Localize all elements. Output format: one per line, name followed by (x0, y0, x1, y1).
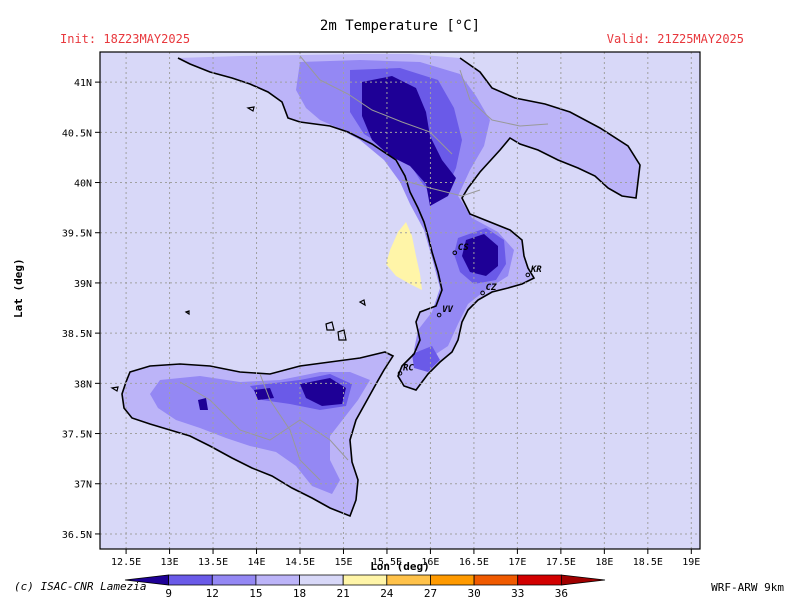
y-tick-label: 40.5N (62, 128, 92, 139)
land-italy-mainland (178, 54, 640, 390)
regional-border-4 (179, 381, 349, 461)
colorbar-segment (473, 574, 519, 586)
colorbar-segment (560, 574, 606, 586)
colorbar-label: 21 (337, 587, 350, 600)
city-marker-cz (480, 290, 485, 296)
y-tick-label: 36.5N (62, 530, 92, 541)
colorbar-segment (517, 574, 562, 586)
temp-darkest-sicily-far-west (198, 398, 208, 410)
y-tick-label: 38N (74, 379, 92, 390)
temp-darkest-pollino (362, 76, 456, 206)
plot-title: 2m Temperature [°C] (319, 18, 481, 34)
init-time: Init: 18Z23MAY2025 (60, 32, 191, 46)
colorbar-label: 27 (424, 587, 437, 600)
colorbar-label: 9 (165, 587, 172, 600)
city-label-cz: CZ (486, 283, 497, 293)
colorbar-segment (430, 574, 475, 586)
y-tick-label: 37.5N (62, 430, 92, 441)
x-tick-label: 15E (334, 557, 352, 568)
axis-ticks: 12.5E 13E 13.5E 14E 14.5E 15E 15.5E 16E 16.5E 17E… (62, 78, 700, 568)
colorbar-segment (211, 574, 257, 586)
island-salina (337, 329, 347, 341)
x-tick-label: 18.5E (633, 557, 663, 568)
city-marker-cs (452, 250, 458, 256)
coastline-sicily (121, 351, 395, 518)
colorbar-label: 15 (249, 587, 262, 600)
y-tick-label: 39N (74, 279, 92, 290)
city-marker-kr (525, 272, 531, 278)
colorbar-segment (255, 574, 300, 586)
x-tick-label: 13.5E (198, 557, 228, 568)
x-tick-label: 18E (595, 557, 613, 568)
city-label-vv: VV (442, 305, 453, 315)
colorbar: 9 12 15 18 21 24 27 30 33 36 (124, 574, 606, 600)
colorbar-label: 18 (293, 587, 306, 600)
y-tick-label: 37N (74, 480, 92, 491)
colorbar-segment (386, 574, 431, 586)
regional-border-5 (259, 373, 321, 481)
colorbar-segment (168, 574, 213, 586)
temp-warm-patch-tyrrhenian (386, 222, 422, 290)
temp-core-aspromonte (412, 346, 440, 372)
colorbar-segment (299, 574, 344, 586)
colorbar-label: 30 (467, 587, 480, 600)
x-tick-label: 17E (508, 557, 526, 568)
island-lipari (325, 321, 335, 331)
island-stromboli (358, 299, 366, 307)
city-marker-vv (436, 312, 442, 318)
x-tick-label: 16E (421, 557, 439, 568)
model-label: WRF-ARW 9km (711, 581, 784, 594)
island-ustica (184, 310, 190, 316)
plot-frame (99, 51, 701, 550)
island-egadi (110, 386, 119, 392)
city-label-kr: KR (530, 265, 542, 275)
x-tick-label: 15.5E (372, 557, 402, 568)
colorbar-label: 36 (555, 587, 568, 600)
x-tick-label: 17.5E (546, 557, 576, 568)
valid-time: Valid: 21Z25MAY2025 (606, 32, 744, 46)
y-tick-label: 40N (74, 179, 92, 190)
gridlines (100, 52, 700, 549)
colorbar-label: 24 (380, 587, 394, 600)
credit-text: (c) ISAC-CNR Lamezia (14, 580, 147, 593)
y-tick-label: 41N (74, 78, 92, 89)
regional-border-2 (459, 69, 549, 127)
x-tick-label: 14.5E (285, 557, 315, 568)
colorbar-label: 33 (511, 587, 524, 600)
city-label-cs: CS (458, 243, 469, 253)
y-tick-label: 38.5N (62, 329, 92, 340)
x-tick-label: 16.5E (459, 557, 489, 568)
colorbar-segment (342, 574, 388, 586)
city-label-rc: RC (403, 363, 414, 373)
x-axis-label: Lon (deg) (370, 560, 430, 573)
x-tick-label: 14E (247, 557, 265, 568)
y-tick-label: 39.5N (62, 229, 92, 240)
x-tick-label: 19E (682, 557, 700, 568)
coastline-italy (177, 57, 641, 391)
y-axis-label: Lat (deg) (12, 258, 25, 318)
city-markers: CS KR CZ VV RC (397, 243, 542, 376)
city-marker-rc (397, 370, 403, 376)
x-tick-label: 12.5E (111, 557, 141, 568)
temp-darkest-sila (462, 234, 498, 276)
colorbar-label: 12 (206, 587, 219, 600)
regional-border-3 (401, 179, 481, 197)
x-tick-label: 13E (161, 557, 179, 568)
temp-darkest-madonie (300, 378, 346, 406)
island-ischia (246, 106, 255, 112)
